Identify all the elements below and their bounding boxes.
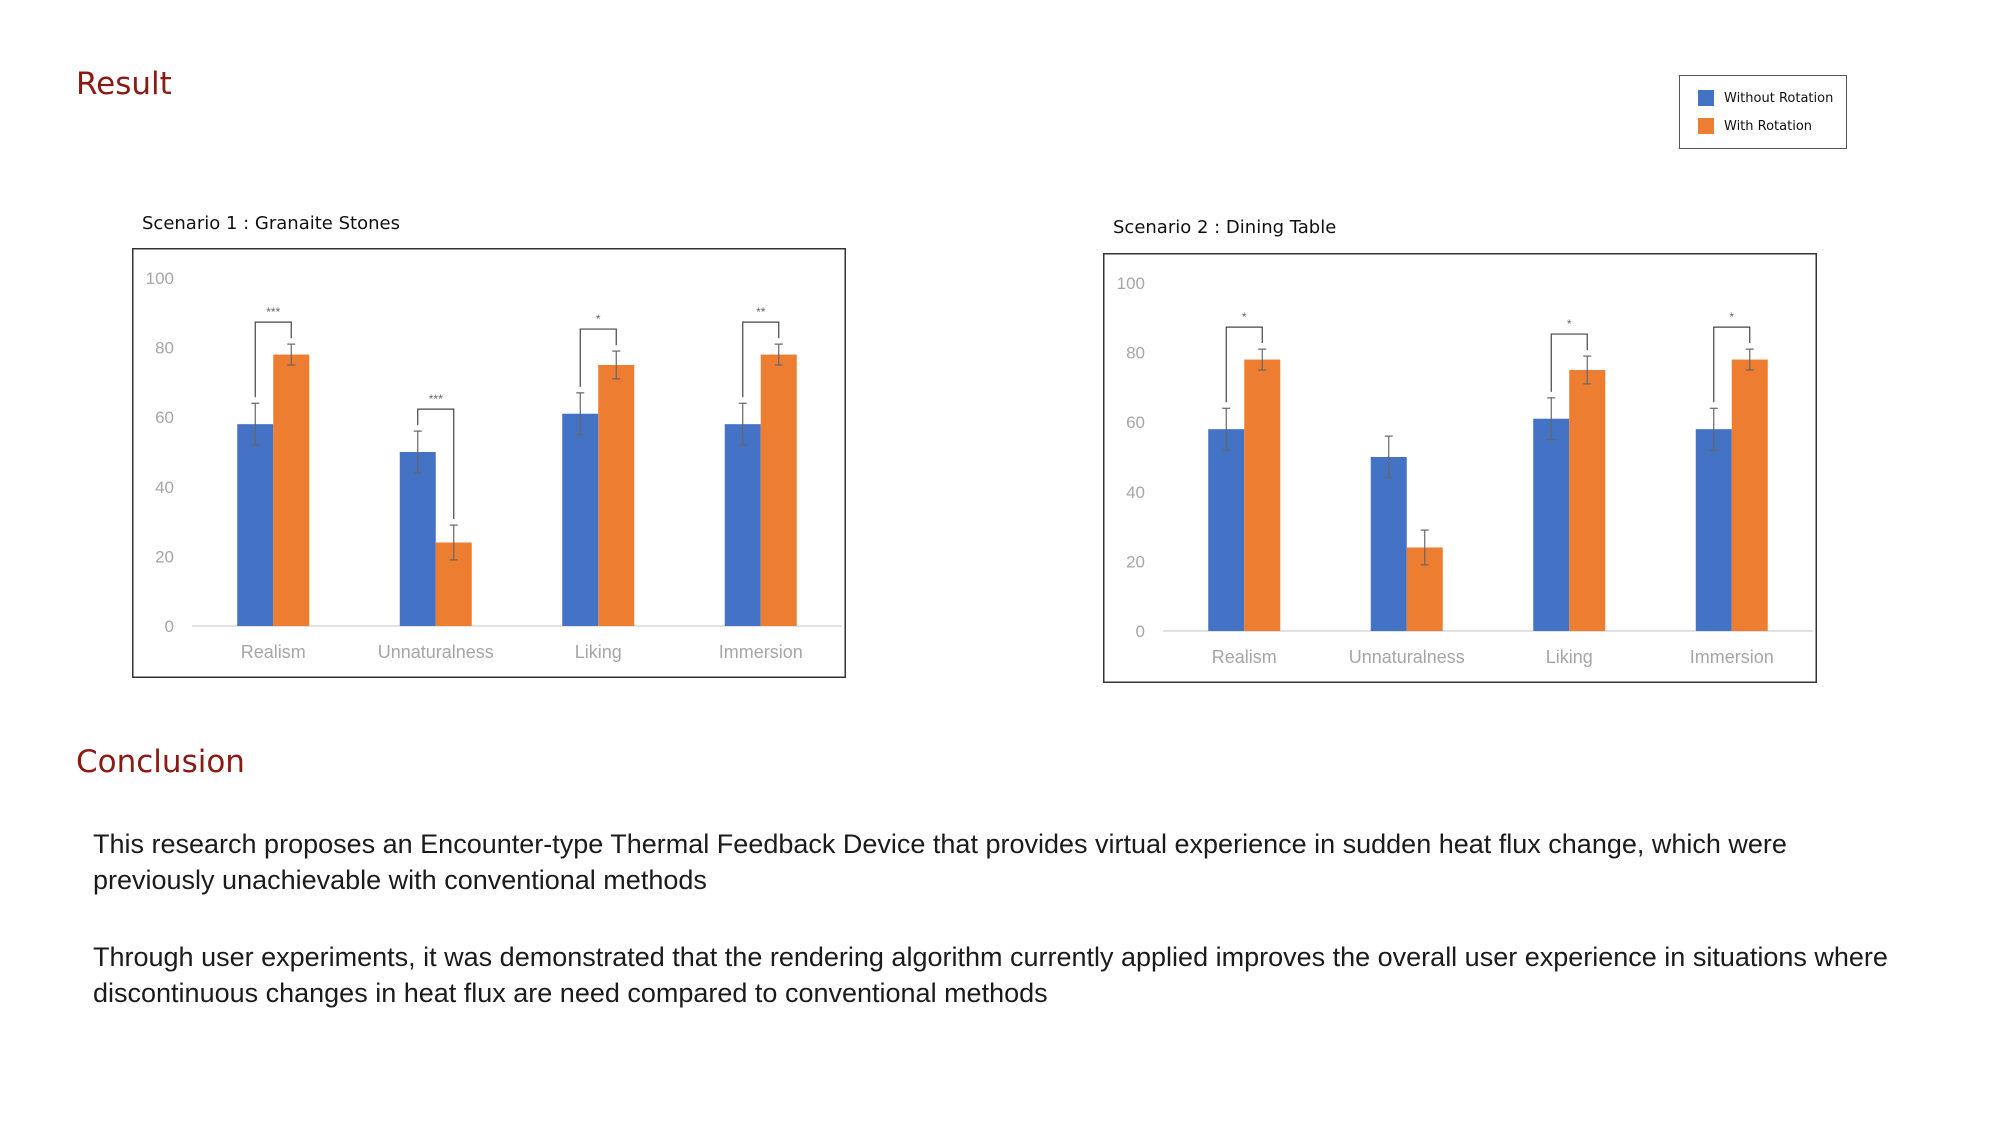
legend-item-with-rotation: With Rotation — [1698, 116, 1812, 136]
legend-item-without-rotation: Without Rotation — [1698, 88, 1833, 108]
significance-marker: *** — [266, 305, 280, 319]
chart-legend: Without Rotation With Rotation — [1679, 75, 1847, 149]
x-tick-label: Realism — [241, 642, 306, 662]
legend-swatch-with-rotation — [1698, 118, 1714, 134]
significance-marker: *** — [429, 392, 443, 406]
x-tick-label: Realism — [1212, 647, 1277, 667]
bar — [1695, 429, 1732, 631]
x-tick-label: Unnaturalness — [1349, 647, 1465, 667]
significance-bracket — [742, 321, 780, 398]
result-heading: Result — [76, 66, 172, 102]
significance-bracket — [1550, 333, 1588, 392]
x-tick-label: Liking — [1546, 647, 1593, 667]
y-tick-label: 80 — [1126, 344, 1145, 363]
x-tick-label: Unnaturalness — [378, 642, 494, 662]
conclusion-paragraph: This research proposes an Encounter-type… — [93, 829, 1787, 895]
chart-scenario-1: 020406080100Realism***Unnaturalness***Li… — [132, 248, 846, 678]
significance-marker: * — [1729, 310, 1734, 324]
x-tick-label: Immersion — [719, 642, 803, 662]
y-tick-label: 0 — [1136, 622, 1145, 641]
bar — [562, 413, 599, 626]
chart-scenario-2: 0 20 40 60 80 100 Realism * Unnaturalness Liking *… — [1103, 253, 1817, 683]
bar — [273, 354, 310, 626]
bar — [724, 424, 761, 626]
y-tick-label: 40 — [1126, 483, 1145, 502]
chart-title-scenario-2: Scenario 2 : Dining Table — [1113, 217, 1337, 238]
significance-bracket — [417, 408, 455, 520]
y-tick-label: 80 — [155, 339, 174, 358]
significance-bracket — [579, 328, 617, 387]
bar — [598, 365, 635, 626]
y-tick-label: 100 — [1117, 274, 1145, 293]
significance-bracket — [254, 321, 292, 398]
y-tick-label: 40 — [155, 478, 174, 497]
y-tick-label: 20 — [155, 547, 174, 566]
y-tick-label: 20 — [1126, 552, 1145, 571]
legend-label: With Rotation — [1724, 118, 1813, 134]
x-tick-label: Liking — [575, 642, 622, 662]
bar — [1370, 457, 1407, 631]
y-tick-label: 100 — [146, 269, 174, 288]
significance-marker: * — [596, 312, 601, 326]
legend-swatch-without-rotation — [1698, 90, 1714, 106]
conclusion-heading: Conclusion — [76, 744, 245, 780]
significance-marker: * — [1567, 317, 1572, 331]
bar — [399, 452, 436, 626]
legend-label: Without Rotation — [1724, 90, 1834, 106]
conclusion-paragraph: Through user experiments, it was demonst… — [93, 942, 1888, 1008]
bar — [760, 354, 797, 626]
chart-title-scenario-1: Scenario 1 : Granaite Stones — [142, 213, 400, 234]
significance-marker: * — [1242, 310, 1247, 324]
bar — [1731, 359, 1768, 631]
chart-frame — [132, 248, 846, 678]
significance-marker: ** — [756, 305, 766, 319]
significance-bracket — [1225, 326, 1263, 403]
y-tick-label: 0 — [165, 617, 174, 636]
bar — [1533, 418, 1570, 631]
chart-frame — [1103, 253, 1817, 683]
y-tick-label: 60 — [1126, 413, 1145, 432]
bar — [1244, 359, 1281, 631]
bar — [237, 424, 274, 626]
significance-bracket — [1713, 326, 1751, 403]
bar — [1569, 370, 1606, 631]
x-tick-label: Immersion — [1690, 647, 1774, 667]
y-tick-label: 60 — [155, 408, 174, 427]
bar — [1208, 429, 1245, 631]
